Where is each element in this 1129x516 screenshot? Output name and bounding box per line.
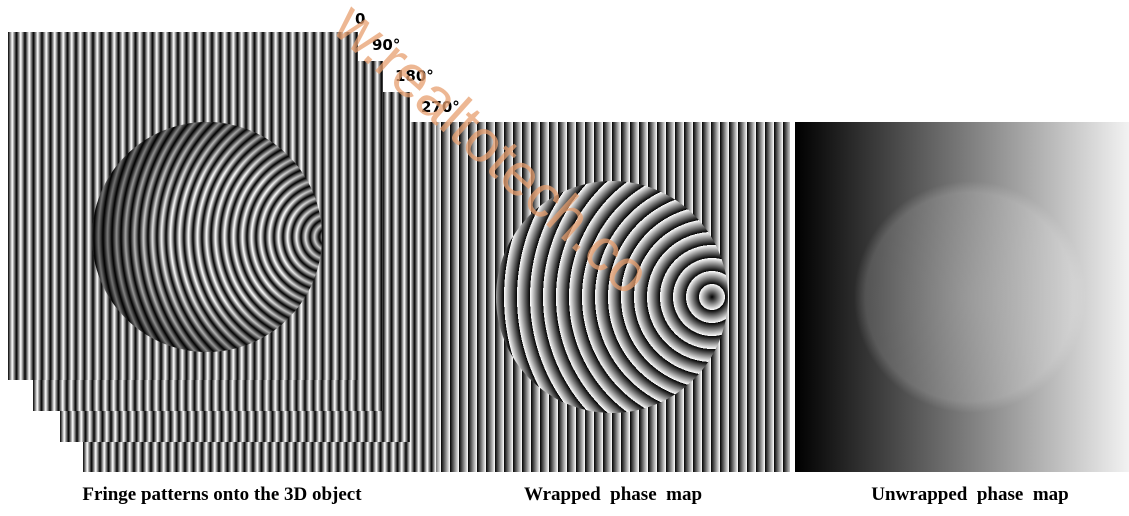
- unwrapped-image: [795, 122, 1129, 472]
- figure: 0 90° 180° 270° Fringe patterns onto the…: [0, 0, 1129, 511]
- caption: Unwrapped phase map: [871, 484, 1068, 505]
- fringe-image: [8, 32, 358, 380]
- caption: Wrapped phase map: [524, 484, 702, 505]
- caption: Fringe patterns onto the 3D object: [82, 484, 362, 505]
